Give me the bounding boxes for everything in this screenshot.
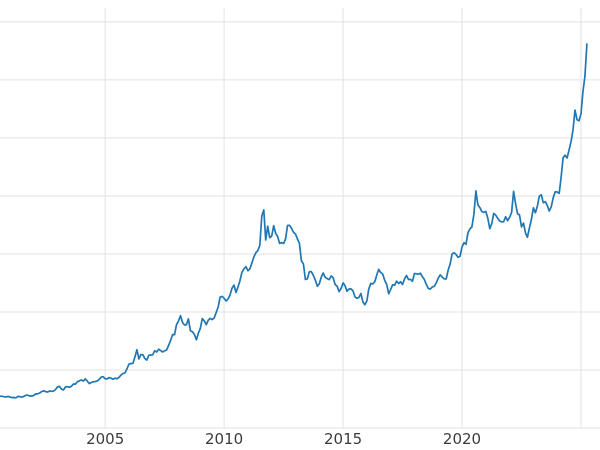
price-line-series [0, 43, 588, 399]
x-tick-label: 2020 [443, 430, 481, 448]
x-tick-label: 2015 [324, 430, 362, 448]
x-tick-label: 2010 [205, 430, 243, 448]
x-tick-label: 2005 [86, 430, 124, 448]
